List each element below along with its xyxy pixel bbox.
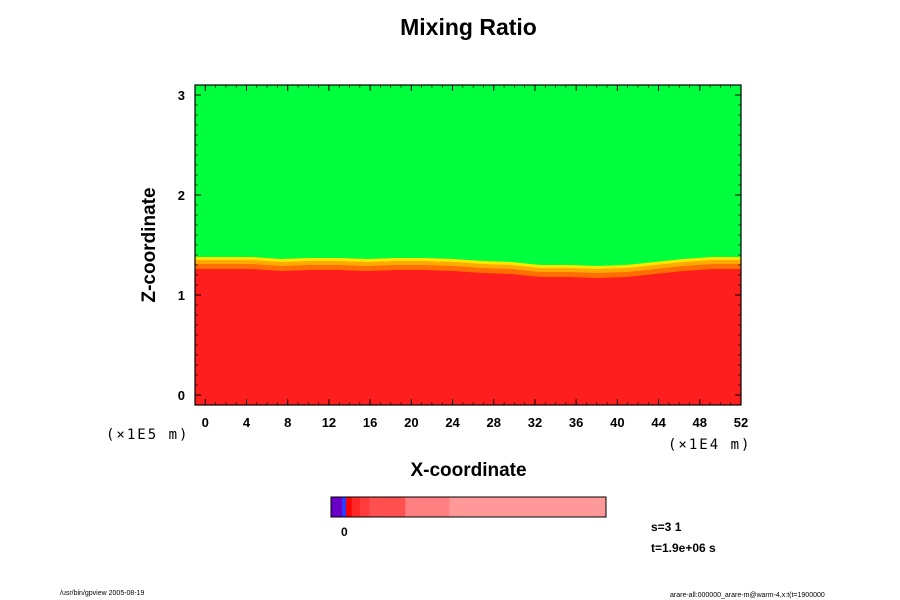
y-axis-label: Z-coordinate: [139, 187, 160, 303]
x-tick-label: 4: [243, 415, 251, 430]
x-unit-label: (×1E4 m): [668, 437, 752, 453]
colorbar-segment: [351, 497, 361, 517]
x-tick-label: 24: [445, 415, 460, 430]
x-tick-label: 36: [569, 415, 583, 430]
x-tick-label: 40: [610, 415, 624, 430]
y-tick-label: 3: [178, 88, 185, 103]
footer-left: /usr/bin/gpview 2005-08-19: [60, 590, 145, 597]
lower-region: [195, 269, 741, 405]
colorbar-segment: [359, 497, 370, 517]
colorbar-segment: [346, 497, 352, 517]
x-tick-label: 16: [363, 415, 377, 430]
colorbar-segment: [449, 497, 607, 517]
step-label: s=3 1: [651, 520, 682, 534]
y-tick-label: 0: [178, 388, 185, 403]
x-tick-label: 20: [404, 415, 418, 430]
colorbar-segment: [369, 497, 406, 517]
footer-right: arare-all:000000_arare-m@warm-4,x:t(t=19…: [670, 592, 825, 599]
x-tick-label: 32: [528, 415, 542, 430]
colorbar-segment: [405, 497, 450, 517]
colorbar-segment: [342, 497, 347, 517]
x-tick-label: 52: [734, 415, 748, 430]
x-tick-label: 12: [322, 415, 336, 430]
colorbar: [330, 496, 607, 518]
colorbar-frame: [330, 496, 607, 518]
colorbar-segment: [331, 497, 343, 517]
x-axis-label: X-coordinate: [410, 460, 527, 481]
x-tick-label: 8: [284, 415, 291, 430]
x-tick-label: 28: [487, 415, 501, 430]
x-tick-label: 0: [202, 415, 209, 430]
colorbar-tick-label: 0: [341, 525, 348, 539]
time-label: t=1.9e+06 s: [651, 541, 716, 555]
y-tick-label: 1: [178, 288, 185, 303]
y-tick-label: 2: [178, 188, 185, 203]
plot-area: [195, 85, 741, 405]
y-unit-label: (×1E5 m): [106, 427, 190, 443]
chart-title: Mixing Ratio: [400, 14, 537, 40]
x-tick-label: 48: [693, 415, 707, 430]
x-tick-label: 44: [651, 415, 666, 430]
